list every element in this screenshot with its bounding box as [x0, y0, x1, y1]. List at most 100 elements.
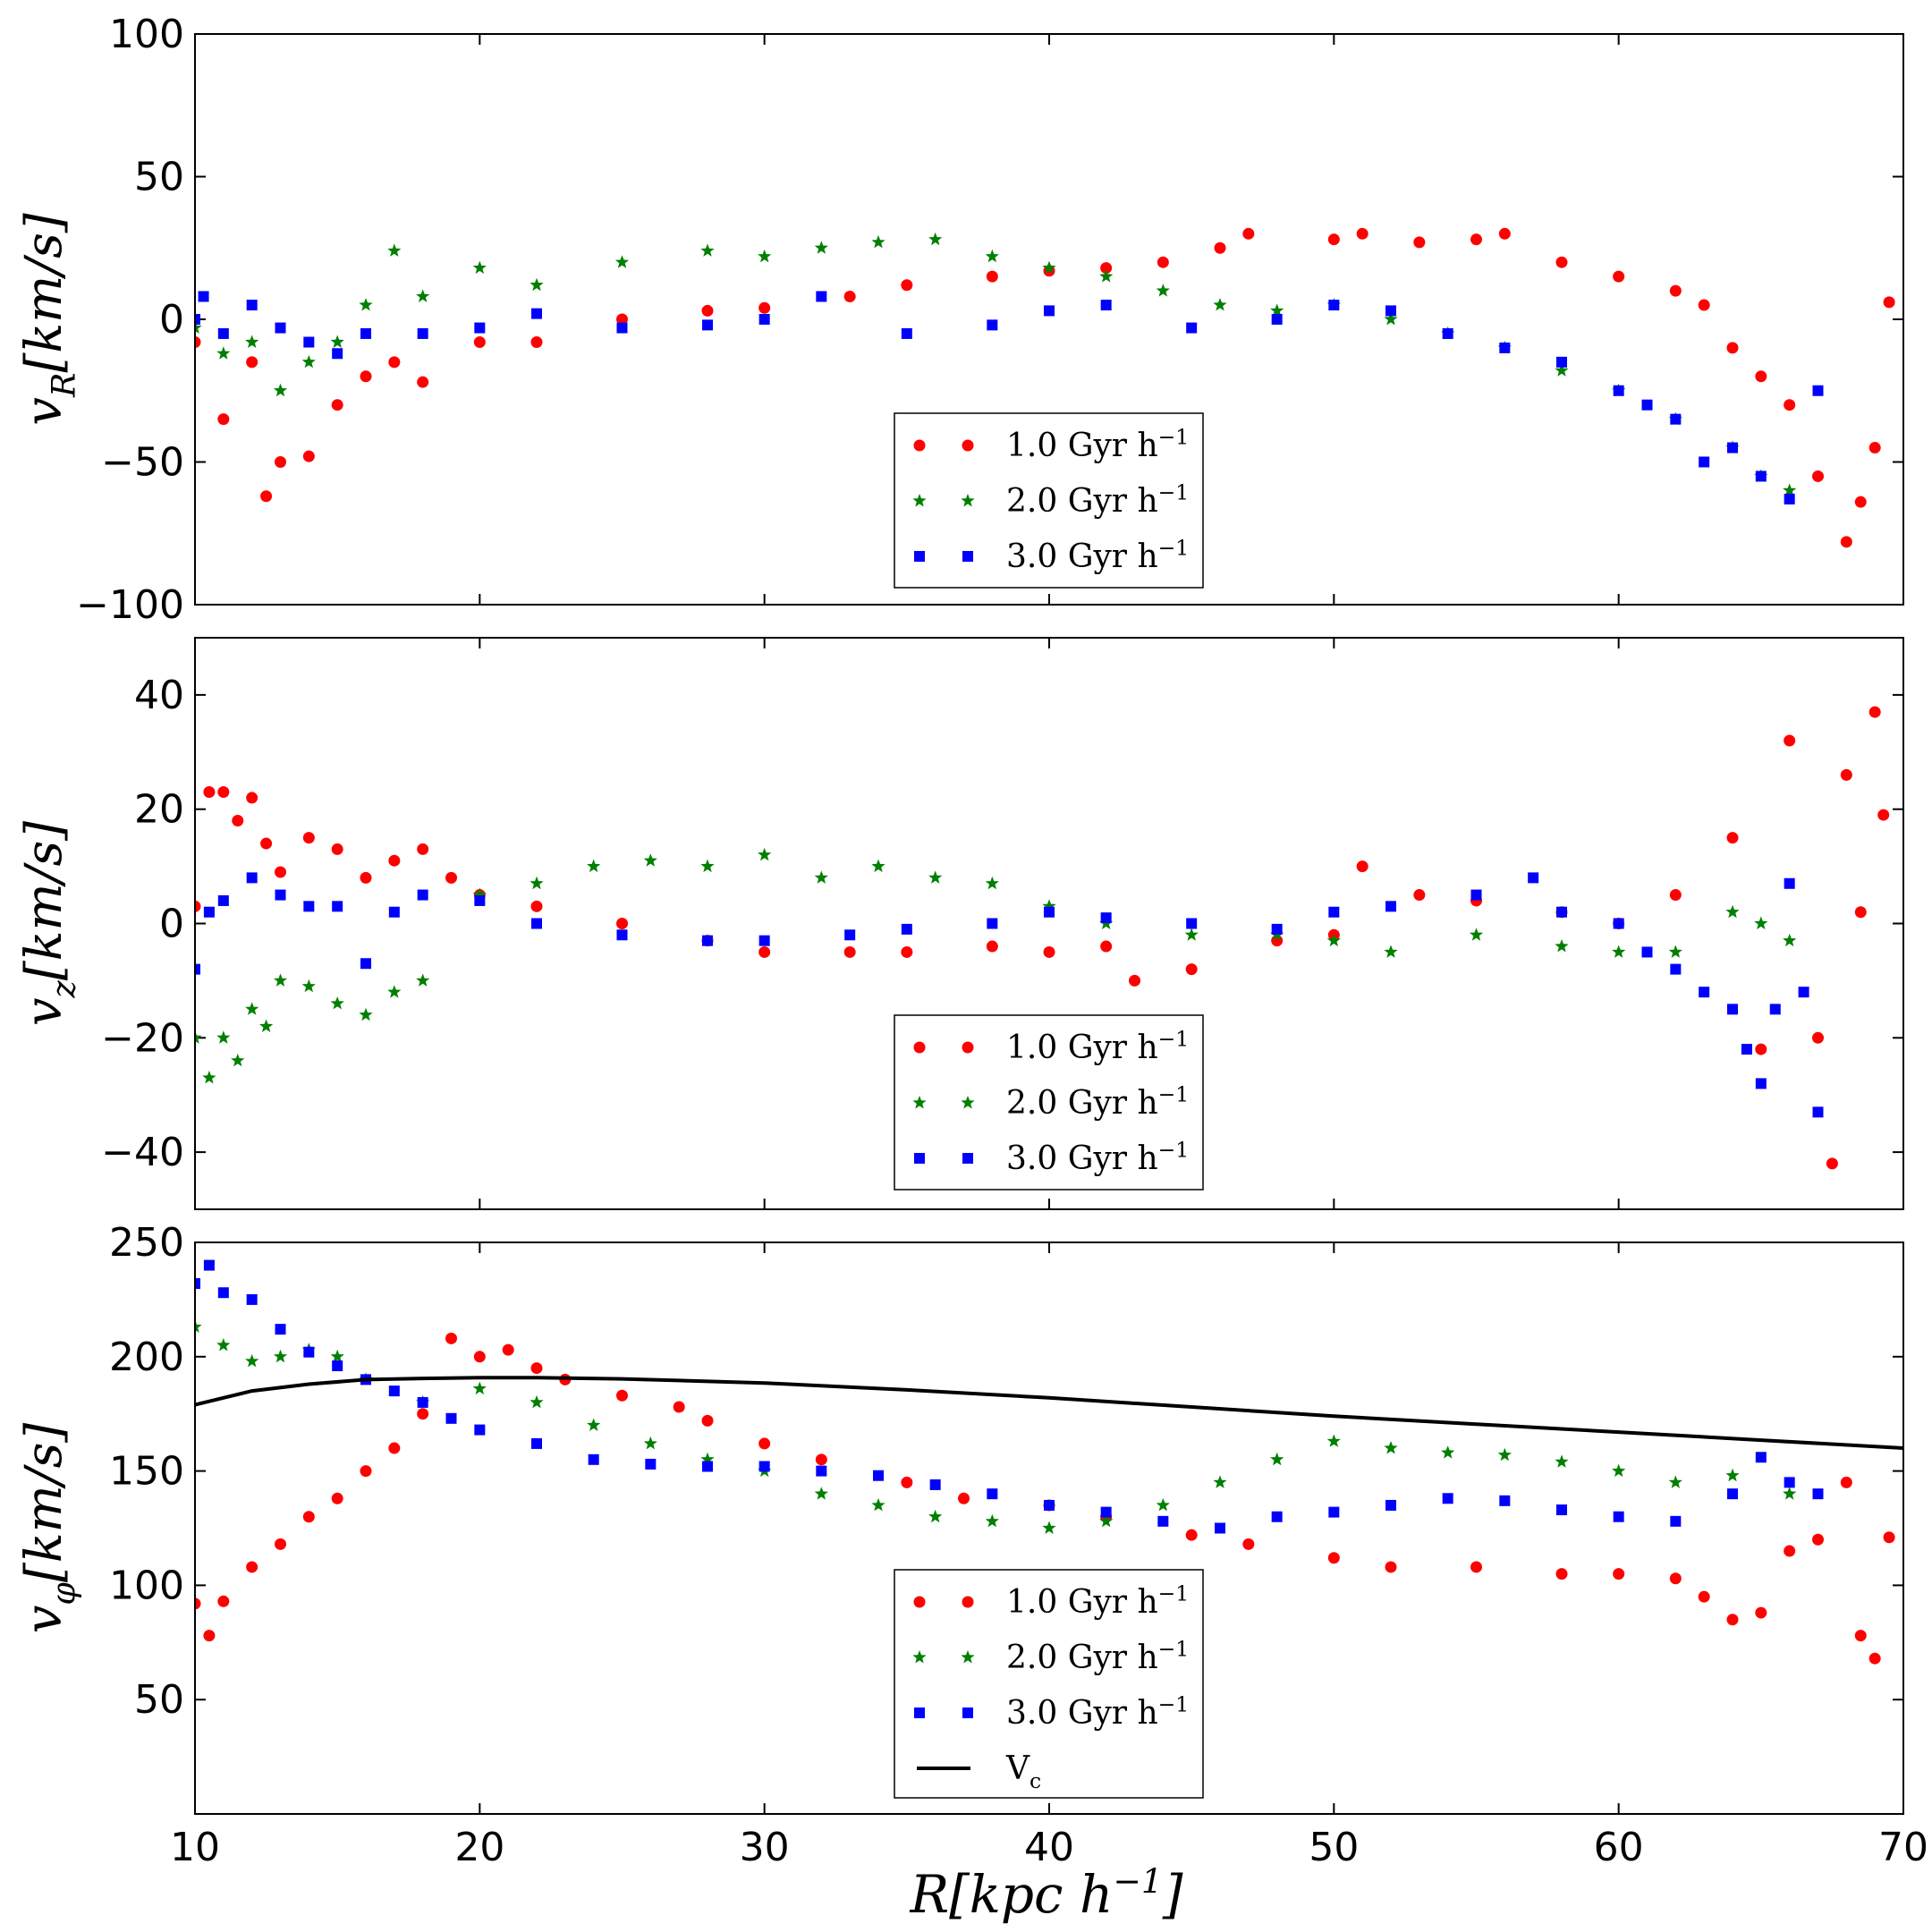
data-point [986, 940, 998, 953]
data-vz [195, 706, 1890, 1170]
data-point [417, 1408, 429, 1420]
data-point [1784, 493, 1795, 504]
data-point [246, 300, 258, 311]
data-point [901, 327, 912, 339]
data-point [217, 1595, 230, 1607]
legend-label: 3.0 Gyr h−1 [1006, 535, 1189, 575]
data-point [195, 963, 200, 975]
data-point [1214, 242, 1226, 254]
legend-box [894, 1569, 1204, 1799]
data-point [246, 1561, 258, 1573]
data-point [758, 1461, 770, 1472]
data-point [332, 1360, 343, 1372]
data-point [1242, 1538, 1255, 1550]
y-axis-label: vz[km/s] [15, 821, 83, 1026]
legend-marker [914, 551, 925, 562]
data-point [1328, 906, 1340, 918]
data-point [1044, 906, 1055, 918]
y-tick-label: 0 [159, 902, 184, 947]
data-point [616, 918, 628, 929]
legend-box [894, 1014, 1204, 1191]
data-point [1669, 889, 1682, 902]
data-point [1784, 1477, 1795, 1488]
data-point [1271, 923, 1283, 935]
data-point [616, 1389, 628, 1402]
data-point [1270, 1452, 1284, 1466]
data-point [1783, 933, 1797, 947]
data-point [1769, 1004, 1781, 1015]
vc-line [195, 1376, 1903, 1450]
data-point [530, 1362, 543, 1375]
data-point [1868, 442, 1881, 454]
data-point [1044, 1499, 1055, 1511]
data-point [232, 814, 244, 826]
data-point [985, 249, 999, 263]
data-point [245, 1002, 259, 1015]
data-point [873, 1470, 884, 1481]
data-point [217, 413, 230, 426]
data-point [1613, 270, 1625, 283]
x-tick-label: 50 [1309, 1825, 1359, 1870]
data-point [1812, 1488, 1824, 1500]
data-point [195, 314, 200, 325]
data-point [1883, 1531, 1895, 1544]
y-tick-label: 40 [134, 673, 184, 718]
data-point [301, 354, 316, 369]
legend-label: 1.0 Gyr h−1 [1006, 424, 1189, 464]
data-point [1755, 1452, 1767, 1463]
y-tick-label: −100 [76, 582, 184, 628]
data-point [1868, 1652, 1881, 1665]
data-point [616, 322, 628, 334]
legend-label: 3.0 Gyr h−1 [1006, 1137, 1189, 1177]
data-point [260, 837, 273, 850]
data-point [260, 490, 273, 503]
data-point [1613, 385, 1624, 396]
data-point [816, 1465, 827, 1477]
data-point [1812, 1106, 1824, 1118]
data-point [1840, 768, 1852, 781]
data-point [1727, 1488, 1738, 1500]
y-tick-label: −20 [101, 1015, 184, 1061]
data-point [814, 241, 828, 254]
data-point [1384, 312, 1398, 326]
data-point [1854, 906, 1867, 919]
data-point [417, 327, 428, 339]
data-point [331, 1492, 343, 1504]
data-point [1784, 399, 1796, 411]
data-point [587, 1418, 601, 1431]
data-point [929, 1479, 941, 1490]
data-point [1356, 227, 1368, 240]
data-point [701, 1414, 714, 1427]
data-point [1442, 1493, 1453, 1504]
y-axis-label: vφ[km/s] [15, 1423, 83, 1634]
data-point [701, 304, 714, 317]
data-point [302, 1511, 315, 1523]
data-point [700, 243, 715, 257]
data-point [1470, 1561, 1482, 1573]
data-point [1470, 233, 1482, 246]
data-point [1612, 1463, 1626, 1478]
legend-marker [962, 551, 973, 562]
data-point [1755, 1606, 1767, 1619]
data-point [928, 1509, 943, 1523]
data-point [530, 277, 544, 292]
data-point [1613, 1568, 1625, 1580]
data-point [360, 327, 371, 339]
data-point [1215, 1522, 1225, 1534]
data-point [901, 923, 912, 935]
data-point [360, 958, 371, 970]
data-point [195, 900, 201, 912]
data-point [530, 900, 543, 912]
data-point [275, 1324, 286, 1335]
data-point [387, 243, 402, 257]
data-point [1726, 1614, 1739, 1626]
data-point [1812, 470, 1824, 482]
data-point [303, 901, 315, 912]
data-point [1186, 918, 1198, 929]
data-point [587, 859, 601, 873]
legend-marker [962, 1153, 973, 1164]
data-point [1725, 1468, 1740, 1482]
data-point [246, 792, 258, 804]
data-point [203, 1630, 216, 1642]
data-point [1044, 305, 1055, 317]
